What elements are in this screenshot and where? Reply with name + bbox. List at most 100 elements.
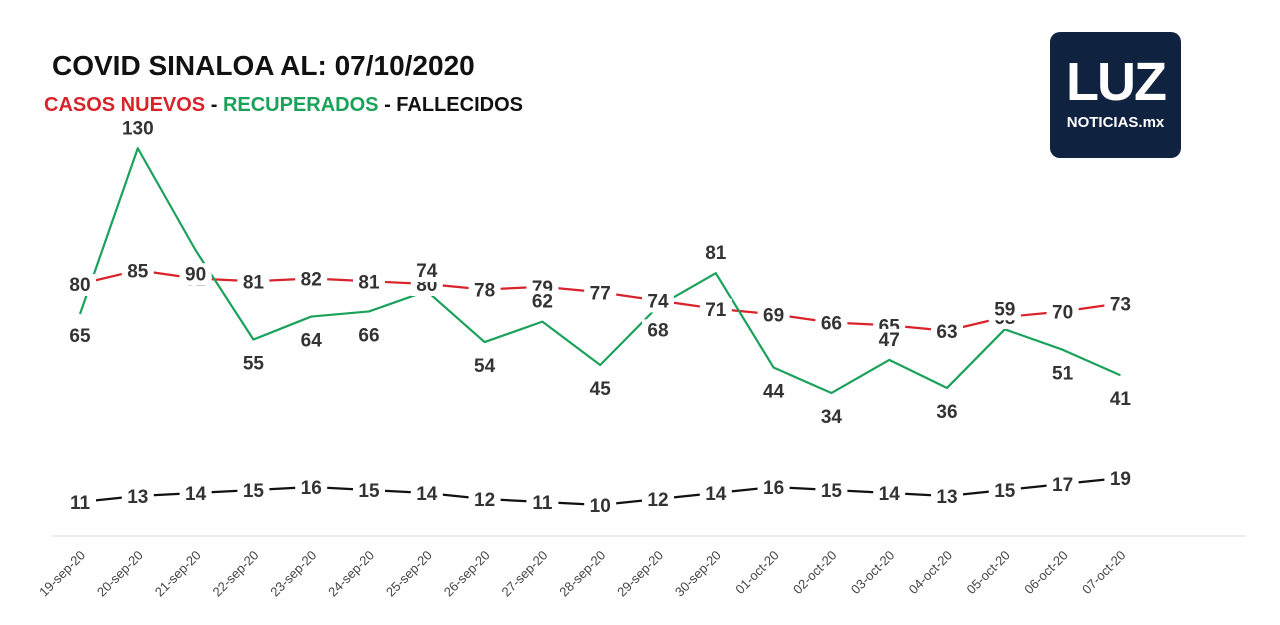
series-new-cases-label: 71 <box>705 300 727 321</box>
series-deaths-label: 15 <box>994 481 1016 502</box>
data-label-bg <box>121 117 154 140</box>
series-deaths-label: 14 <box>705 484 727 505</box>
x-tick-label: 05-oct-20 <box>963 548 1012 597</box>
series-new-cases-label: 82 <box>301 270 322 291</box>
data-label-bg <box>237 271 270 294</box>
data-label-bg <box>642 489 674 511</box>
data-label-bg <box>815 312 848 335</box>
data-label-bg <box>1104 468 1137 490</box>
data-label-bg <box>526 290 559 313</box>
x-tick-label: 06-oct-20 <box>1021 548 1070 597</box>
series-deaths-label: 16 <box>301 478 322 499</box>
data-label-bg <box>642 319 674 342</box>
x-tick-label: 24-sep-20 <box>325 548 377 600</box>
data-label-bg <box>757 477 790 499</box>
series-recovered-label: 68 <box>647 320 668 341</box>
series-deaths-label: 12 <box>647 490 668 511</box>
data-label-bg <box>1046 362 1079 385</box>
data-label-bg <box>815 480 848 502</box>
series-recovered-label: 65 <box>69 326 91 347</box>
x-tick-label: 21-sep-20 <box>152 548 204 600</box>
series-new-cases-label: 81 <box>243 272 265 293</box>
data-label-bg <box>121 260 154 283</box>
data-label-bg <box>988 298 1021 321</box>
data-label-bg <box>931 320 963 343</box>
series-recovered-line <box>78 147 1121 395</box>
data-label-bg <box>121 486 154 508</box>
data-label-bg <box>873 328 906 351</box>
series-recovered-label: 51 <box>1052 364 1074 385</box>
data-label-bg <box>353 271 385 294</box>
x-tick-label: 07-oct-20 <box>1079 548 1128 597</box>
x-tick-label: 20-sep-20 <box>94 548 146 600</box>
logo-subtitle: NOTICIAS.mx <box>1066 114 1165 131</box>
data-label-bg <box>64 325 96 347</box>
legend-deaths: FALLECIDOS <box>396 94 523 116</box>
chart-title: COVID SINALOA AL: 07/10/2020 <box>52 50 475 81</box>
legend-separator: - <box>205 94 223 116</box>
series-recovered-label: 36 <box>936 402 957 423</box>
series-deaths-label: 14 <box>185 484 207 505</box>
data-label-bg <box>468 279 501 302</box>
data-label-bg <box>1104 293 1137 316</box>
series-deaths-label: 14 <box>416 484 438 505</box>
series-deaths-label: 12 <box>474 490 495 511</box>
data-label-bg <box>353 324 385 347</box>
x-tick-label: 30-sep-20 <box>672 548 724 600</box>
data-label-bg <box>1046 474 1079 496</box>
series-deaths-label: 13 <box>127 487 148 508</box>
series-recovered-label: 66 <box>358 325 379 346</box>
series-deaths-label: 16 <box>763 478 784 499</box>
data-label-bg <box>1046 301 1079 324</box>
series-recovered-label: 64 <box>301 331 323 352</box>
data-label-bg <box>410 260 443 283</box>
x-tick-label: 01-oct-20 <box>732 548 781 597</box>
x-tick-label: 02-oct-20 <box>790 548 839 597</box>
luz-noticias-logo: LUZ NOTICIAS.mx <box>1050 32 1181 158</box>
series-new-cases-label: 80 <box>69 275 90 296</box>
series-deaths-label: 15 <box>821 481 843 502</box>
series-deaths-label: 10 <box>590 496 611 517</box>
data-label-bg <box>295 477 328 499</box>
data-label-bg <box>64 492 96 514</box>
series-deaths-label: 15 <box>358 481 380 502</box>
series-new-cases-label: 77 <box>590 283 611 304</box>
data-label-bg <box>988 480 1021 502</box>
series-recovered-label: 34 <box>821 407 843 428</box>
data-label-bg <box>584 378 617 400</box>
series-recovered-label: 55 <box>243 354 265 375</box>
data-label-bg <box>699 298 732 321</box>
series-recovered-label: 74 <box>416 261 438 282</box>
series-new-cases-label: 63 <box>936 322 957 343</box>
x-tick-label: 03-oct-20 <box>848 548 897 597</box>
data-label-bg <box>699 483 732 505</box>
x-tick-label: 23-sep-20 <box>267 548 319 600</box>
data-label-bg <box>468 355 501 378</box>
data-label-bg <box>526 492 559 514</box>
data-label-bg <box>931 400 963 423</box>
data-label-bg <box>295 329 328 352</box>
series-deaths-label: 15 <box>243 481 265 502</box>
x-tick-label: 19-sep-20 <box>36 548 88 600</box>
series-new-cases-label: 81 <box>358 272 380 293</box>
data-label-bg <box>584 495 617 517</box>
series-new-cases-label: 69 <box>763 305 784 326</box>
data-label-bg <box>642 290 674 313</box>
data-label-bg <box>931 486 963 508</box>
data-label-bg <box>237 352 270 375</box>
logo-mark: LUZ <box>1066 52 1167 112</box>
x-tick-label: 27-sep-20 <box>499 548 551 600</box>
series-recovered-label: 130 <box>122 118 154 139</box>
series-new-cases-label: 85 <box>127 261 149 282</box>
data-label-bg <box>757 304 790 327</box>
x-tick-label: 28-sep-20 <box>556 548 608 600</box>
chart-legend: CASOS NUEVOS - RECUPERADOS - FALLECIDOS <box>44 94 523 117</box>
x-tick-label: 04-oct-20 <box>906 548 955 597</box>
series-recovered-label: 62 <box>532 292 553 313</box>
series-new-cases-label: 73 <box>1110 294 1131 315</box>
series-recovered-label: 54 <box>474 356 496 377</box>
data-label-bg <box>295 268 328 291</box>
series-new-cases-label: 78 <box>474 281 495 302</box>
data-label-bg <box>179 263 212 286</box>
